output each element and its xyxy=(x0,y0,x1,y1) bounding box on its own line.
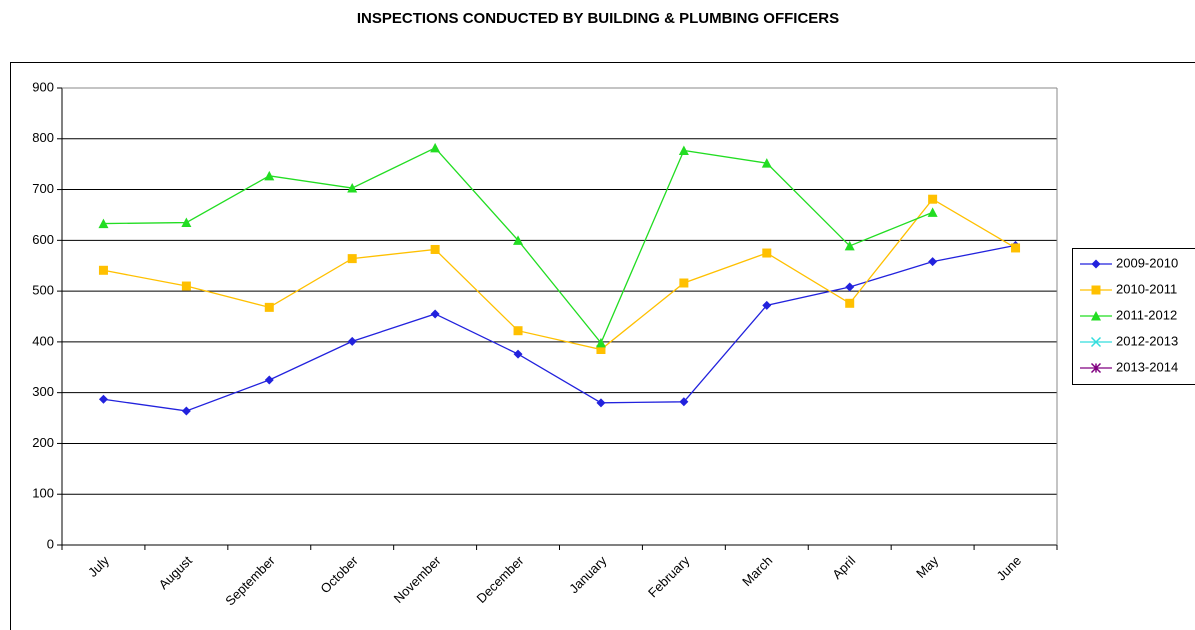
legend-label: 2009-2010 xyxy=(1116,255,1178,270)
data-point xyxy=(98,394,108,404)
data-point xyxy=(762,300,772,310)
data-point xyxy=(513,235,524,245)
x-tick-label: July xyxy=(85,553,112,580)
data-point xyxy=(845,298,855,308)
data-point xyxy=(347,336,357,346)
x-tick-label: January xyxy=(566,553,610,597)
data-point xyxy=(513,349,523,359)
data-point xyxy=(678,145,689,155)
x-tick-label: June xyxy=(994,553,1025,584)
data-point xyxy=(430,142,441,153)
data-point xyxy=(928,194,938,204)
data-point xyxy=(762,248,772,258)
data-point xyxy=(98,218,109,229)
legend-label: 2012-2013 xyxy=(1116,333,1178,348)
data-point xyxy=(595,337,606,348)
data-point xyxy=(430,244,440,254)
x-tick-label: April xyxy=(829,553,858,582)
series-line xyxy=(103,198,1016,351)
x-tick-label: November xyxy=(391,552,444,605)
y-tick-label: 900 xyxy=(32,79,54,94)
y-tick-label: 100 xyxy=(32,486,54,501)
legend-label: 2010-2011 xyxy=(1116,281,1177,296)
data-point xyxy=(845,282,855,292)
data-point xyxy=(98,265,108,275)
data-point xyxy=(181,217,192,228)
data-point xyxy=(264,375,274,385)
data-point xyxy=(181,406,191,416)
data-point xyxy=(761,158,772,168)
x-tick-label: February xyxy=(645,553,693,601)
chart-frame xyxy=(10,62,1195,630)
x-tick-label: March xyxy=(739,553,775,589)
data-point xyxy=(928,257,938,267)
data-point xyxy=(927,207,938,217)
data-point xyxy=(679,278,689,288)
data-point xyxy=(347,254,357,264)
data-point xyxy=(430,309,440,319)
series-line xyxy=(103,244,1016,412)
legend-label: 2013-2014 xyxy=(1116,359,1178,374)
data-point xyxy=(679,397,689,407)
legend-marker xyxy=(1090,362,1102,374)
legend-label: 2011-2012 xyxy=(1116,307,1177,322)
data-point xyxy=(1011,243,1021,253)
x-tick-label: September xyxy=(222,552,278,608)
data-point xyxy=(596,398,606,408)
chart-title: INSPECTIONS CONDUCTED BY BUILDING & PLUM… xyxy=(357,10,839,27)
y-tick-label: 300 xyxy=(32,384,54,399)
y-tick-label: 800 xyxy=(32,130,54,145)
y-tick-label: 500 xyxy=(32,283,54,298)
x-tick-label: August xyxy=(156,553,195,592)
y-tick-label: 600 xyxy=(32,232,54,247)
y-tick-label: 700 xyxy=(32,181,54,196)
series-line xyxy=(103,147,933,345)
legend-marker xyxy=(1091,311,1101,321)
legend-marker xyxy=(1091,259,1101,269)
legend-marker xyxy=(1090,336,1102,348)
data-point xyxy=(347,183,358,193)
y-tick-label: 0 xyxy=(47,536,54,551)
x-tick-label: October xyxy=(317,552,361,596)
data-point xyxy=(181,281,191,291)
x-tick-label: December xyxy=(474,552,527,605)
y-tick-label: 200 xyxy=(32,435,54,450)
data-point xyxy=(844,240,855,251)
data-point xyxy=(264,170,275,181)
data-point xyxy=(264,302,274,312)
legend-marker xyxy=(1091,285,1101,295)
x-tick-label: May xyxy=(913,553,941,581)
y-tick-label: 400 xyxy=(32,333,54,348)
data-point xyxy=(513,326,523,336)
